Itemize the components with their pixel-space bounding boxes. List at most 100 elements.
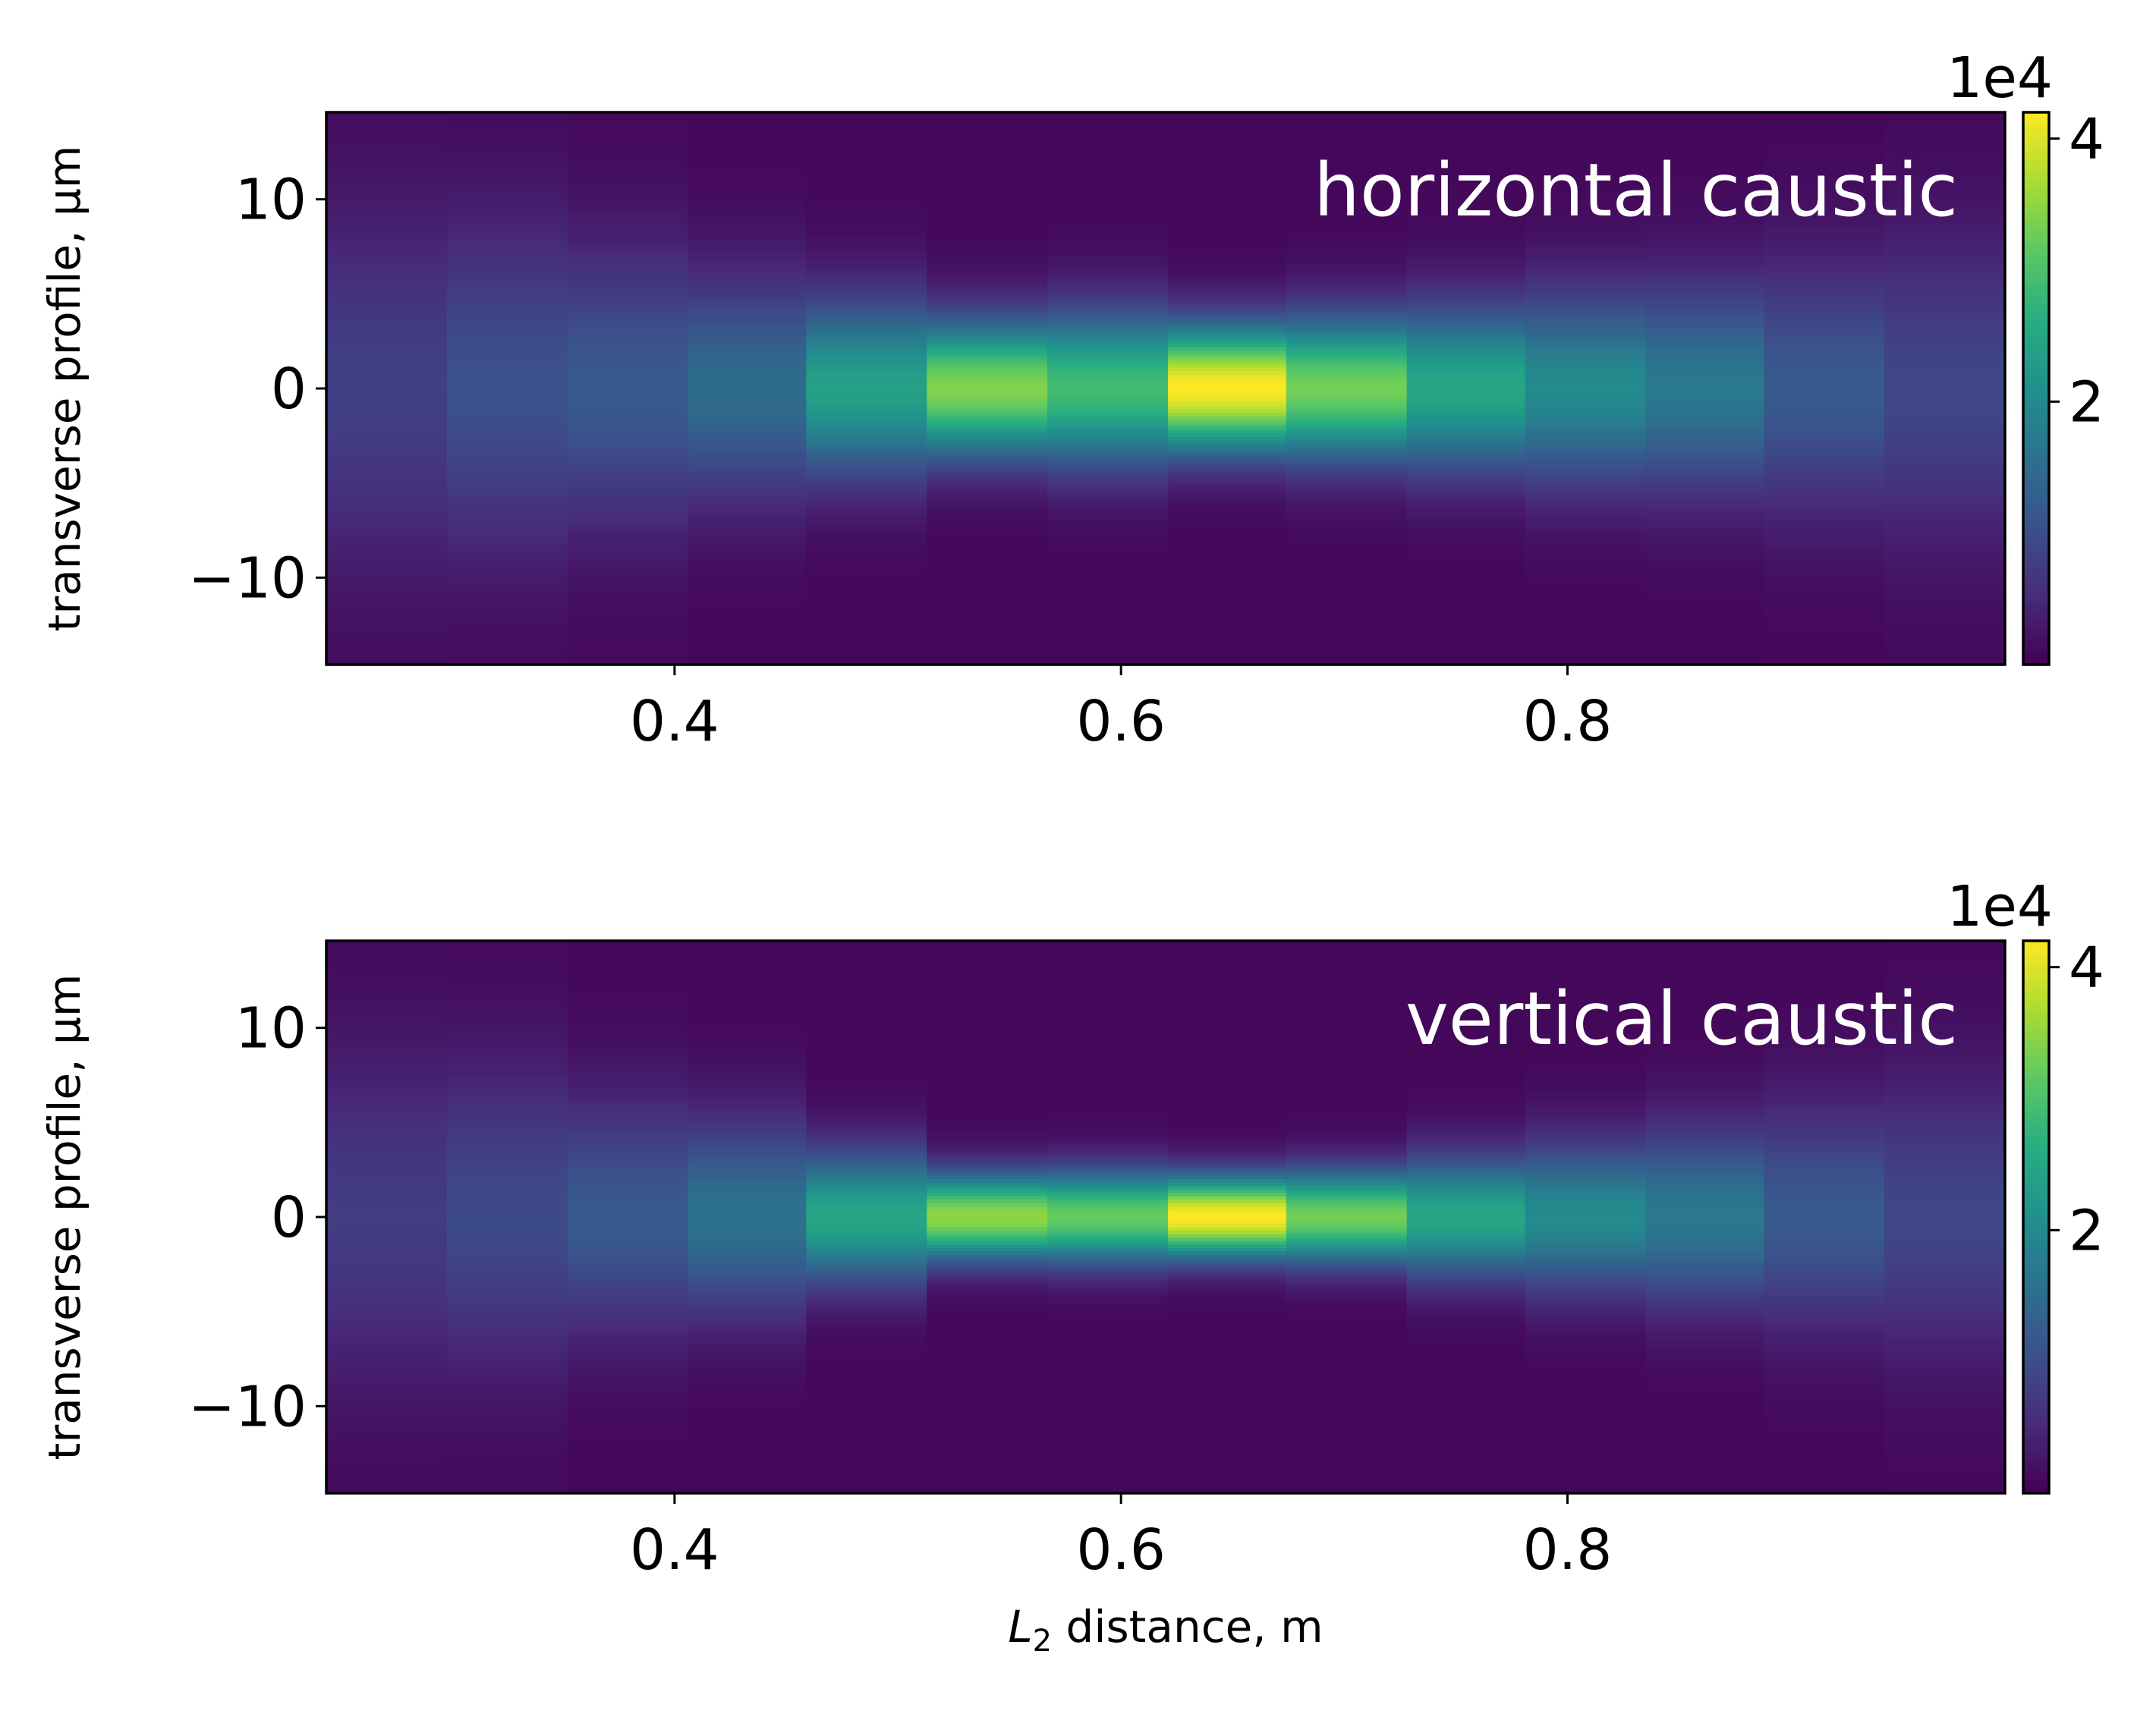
heatmap-cell <box>1047 1027 1169 1031</box>
heatmap-cell <box>1406 1079 1526 1083</box>
heatmap-cell <box>688 354 807 358</box>
heatmap-cell <box>1167 1255 1287 1259</box>
heatmap-cell <box>567 1175 689 1180</box>
heatmap-cell <box>1406 1203 1526 1207</box>
heatmap-cell <box>446 1365 568 1370</box>
heatmap-cell <box>806 1438 927 1442</box>
heatmap-cell <box>806 1061 927 1066</box>
heatmap-cell <box>1167 1068 1287 1073</box>
heatmap-cell <box>1286 281 1408 286</box>
heatmap-cell <box>1645 1203 1764 1207</box>
heatmap-cell <box>1764 1438 1885 1442</box>
heatmap-cell <box>927 1089 1048 1093</box>
heatmap-cell <box>567 530 689 534</box>
heatmap-cell <box>806 1040 927 1046</box>
heatmap-cell <box>688 1241 807 1245</box>
heatmap-cell <box>1645 164 1764 168</box>
heatmap-cell <box>927 1424 1048 1429</box>
heatmap-cell <box>806 561 927 565</box>
heatmap-cell <box>927 948 1048 952</box>
heatmap-cell <box>927 1193 1048 1197</box>
heatmap-cell <box>688 188 807 193</box>
heatmap-cell <box>326 1462 448 1467</box>
heatmap-cell <box>806 1269 927 1273</box>
heatmap-cell <box>1406 264 1526 269</box>
heatmap-cell <box>1764 1120 1885 1124</box>
heatmap-cell <box>1047 1393 1169 1398</box>
heatmap-cell <box>1047 416 1169 420</box>
heatmap-cell <box>927 1002 1048 1008</box>
heatmap-cell <box>1884 347 2006 351</box>
heatmap-cell <box>1764 1269 1885 1273</box>
heatmap-cell <box>446 171 568 175</box>
heatmap-cell <box>1047 1010 1169 1014</box>
heatmap-cell <box>1525 1127 1647 1131</box>
heatmap-cell <box>1406 1120 1526 1124</box>
heatmap-cell <box>446 1017 568 1021</box>
heatmap-cell <box>1167 298 1287 303</box>
heatmap-cell <box>1525 951 1647 955</box>
heatmap-cell <box>1764 1293 1885 1297</box>
heatmap-cell <box>1286 264 1408 269</box>
heatmap-cell <box>1406 1403 1526 1407</box>
heatmap-cell <box>1645 347 1764 351</box>
heatmap-cell <box>1167 1096 1287 1100</box>
heatmap-cell <box>688 398 807 403</box>
heatmap-cell <box>1406 360 1526 365</box>
heatmap-cell <box>1645 1086 1764 1090</box>
heatmap-cell <box>1764 1002 1885 1008</box>
heatmap-cell <box>1764 1171 1885 1176</box>
heatmap-cell <box>326 657 448 662</box>
heatmap-cell <box>1645 1030 1764 1035</box>
heatmap-cell <box>567 657 689 662</box>
heatmap-cell <box>688 247 807 251</box>
heatmap-cell <box>1286 1278 1408 1284</box>
heatmap-cell <box>1525 243 1647 248</box>
heatmap-cell <box>1645 1445 1764 1449</box>
heatmap-cell <box>1167 1479 1287 1483</box>
heatmap-cell <box>446 1403 568 1407</box>
heatmap-cell <box>1406 1489 1526 1494</box>
heatmap-cell <box>1645 115 1764 120</box>
heatmap-cell <box>1764 1024 1885 1028</box>
heatmap-cell <box>446 1189 568 1193</box>
heatmap-cell <box>1764 392 1885 396</box>
heatmap-cell <box>1286 278 1408 282</box>
heatmap-cell <box>1286 336 1408 341</box>
heatmap-cell <box>1525 647 1647 652</box>
heatmap-cell <box>806 1148 927 1153</box>
heatmap-cell <box>806 178 927 182</box>
heatmap-cell <box>688 129 807 134</box>
heatmap-cell <box>927 298 1048 303</box>
heatmap-cell <box>1286 1030 1408 1035</box>
heatmap-cell <box>1645 1196 1764 1200</box>
heatmap-cell <box>1764 605 1885 610</box>
heatmap-cell <box>1645 1117 1764 1121</box>
heatmap-cell <box>1047 1189 1169 1193</box>
heatmap-cell <box>446 184 568 189</box>
heatmap-cell <box>927 623 1048 627</box>
heatmap-cell <box>1525 336 1647 341</box>
heatmap-cell <box>1167 951 1287 955</box>
heatmap-cell <box>1047 429 1169 434</box>
heatmap-cell <box>1406 1106 1526 1111</box>
heatmap-cell <box>446 429 568 434</box>
heatmap-cell <box>1764 1148 1885 1153</box>
heatmap-cell <box>326 1438 448 1442</box>
heatmap-cell <box>1884 1241 2006 1245</box>
heatmap-cell <box>927 184 1048 189</box>
heatmap-cell <box>1286 1079 1408 1083</box>
heatmap-cell <box>1525 1251 1647 1256</box>
heatmap-cell <box>1047 495 1169 500</box>
heatmap-cell <box>1406 650 1526 655</box>
heatmap-cell <box>1525 1082 1647 1086</box>
heatmap-cell <box>1764 160 1885 165</box>
heatmap-cell <box>1286 1334 1408 1338</box>
heatmap-cell <box>1645 333 1764 338</box>
heatmap-cell <box>567 944 689 948</box>
heatmap-cell <box>927 350 1048 355</box>
heatmap-cell <box>1167 1213 1287 1218</box>
heatmap-cell <box>446 536 568 541</box>
heatmap-cell <box>1406 599 1526 603</box>
heatmap-cell <box>326 1483 448 1487</box>
